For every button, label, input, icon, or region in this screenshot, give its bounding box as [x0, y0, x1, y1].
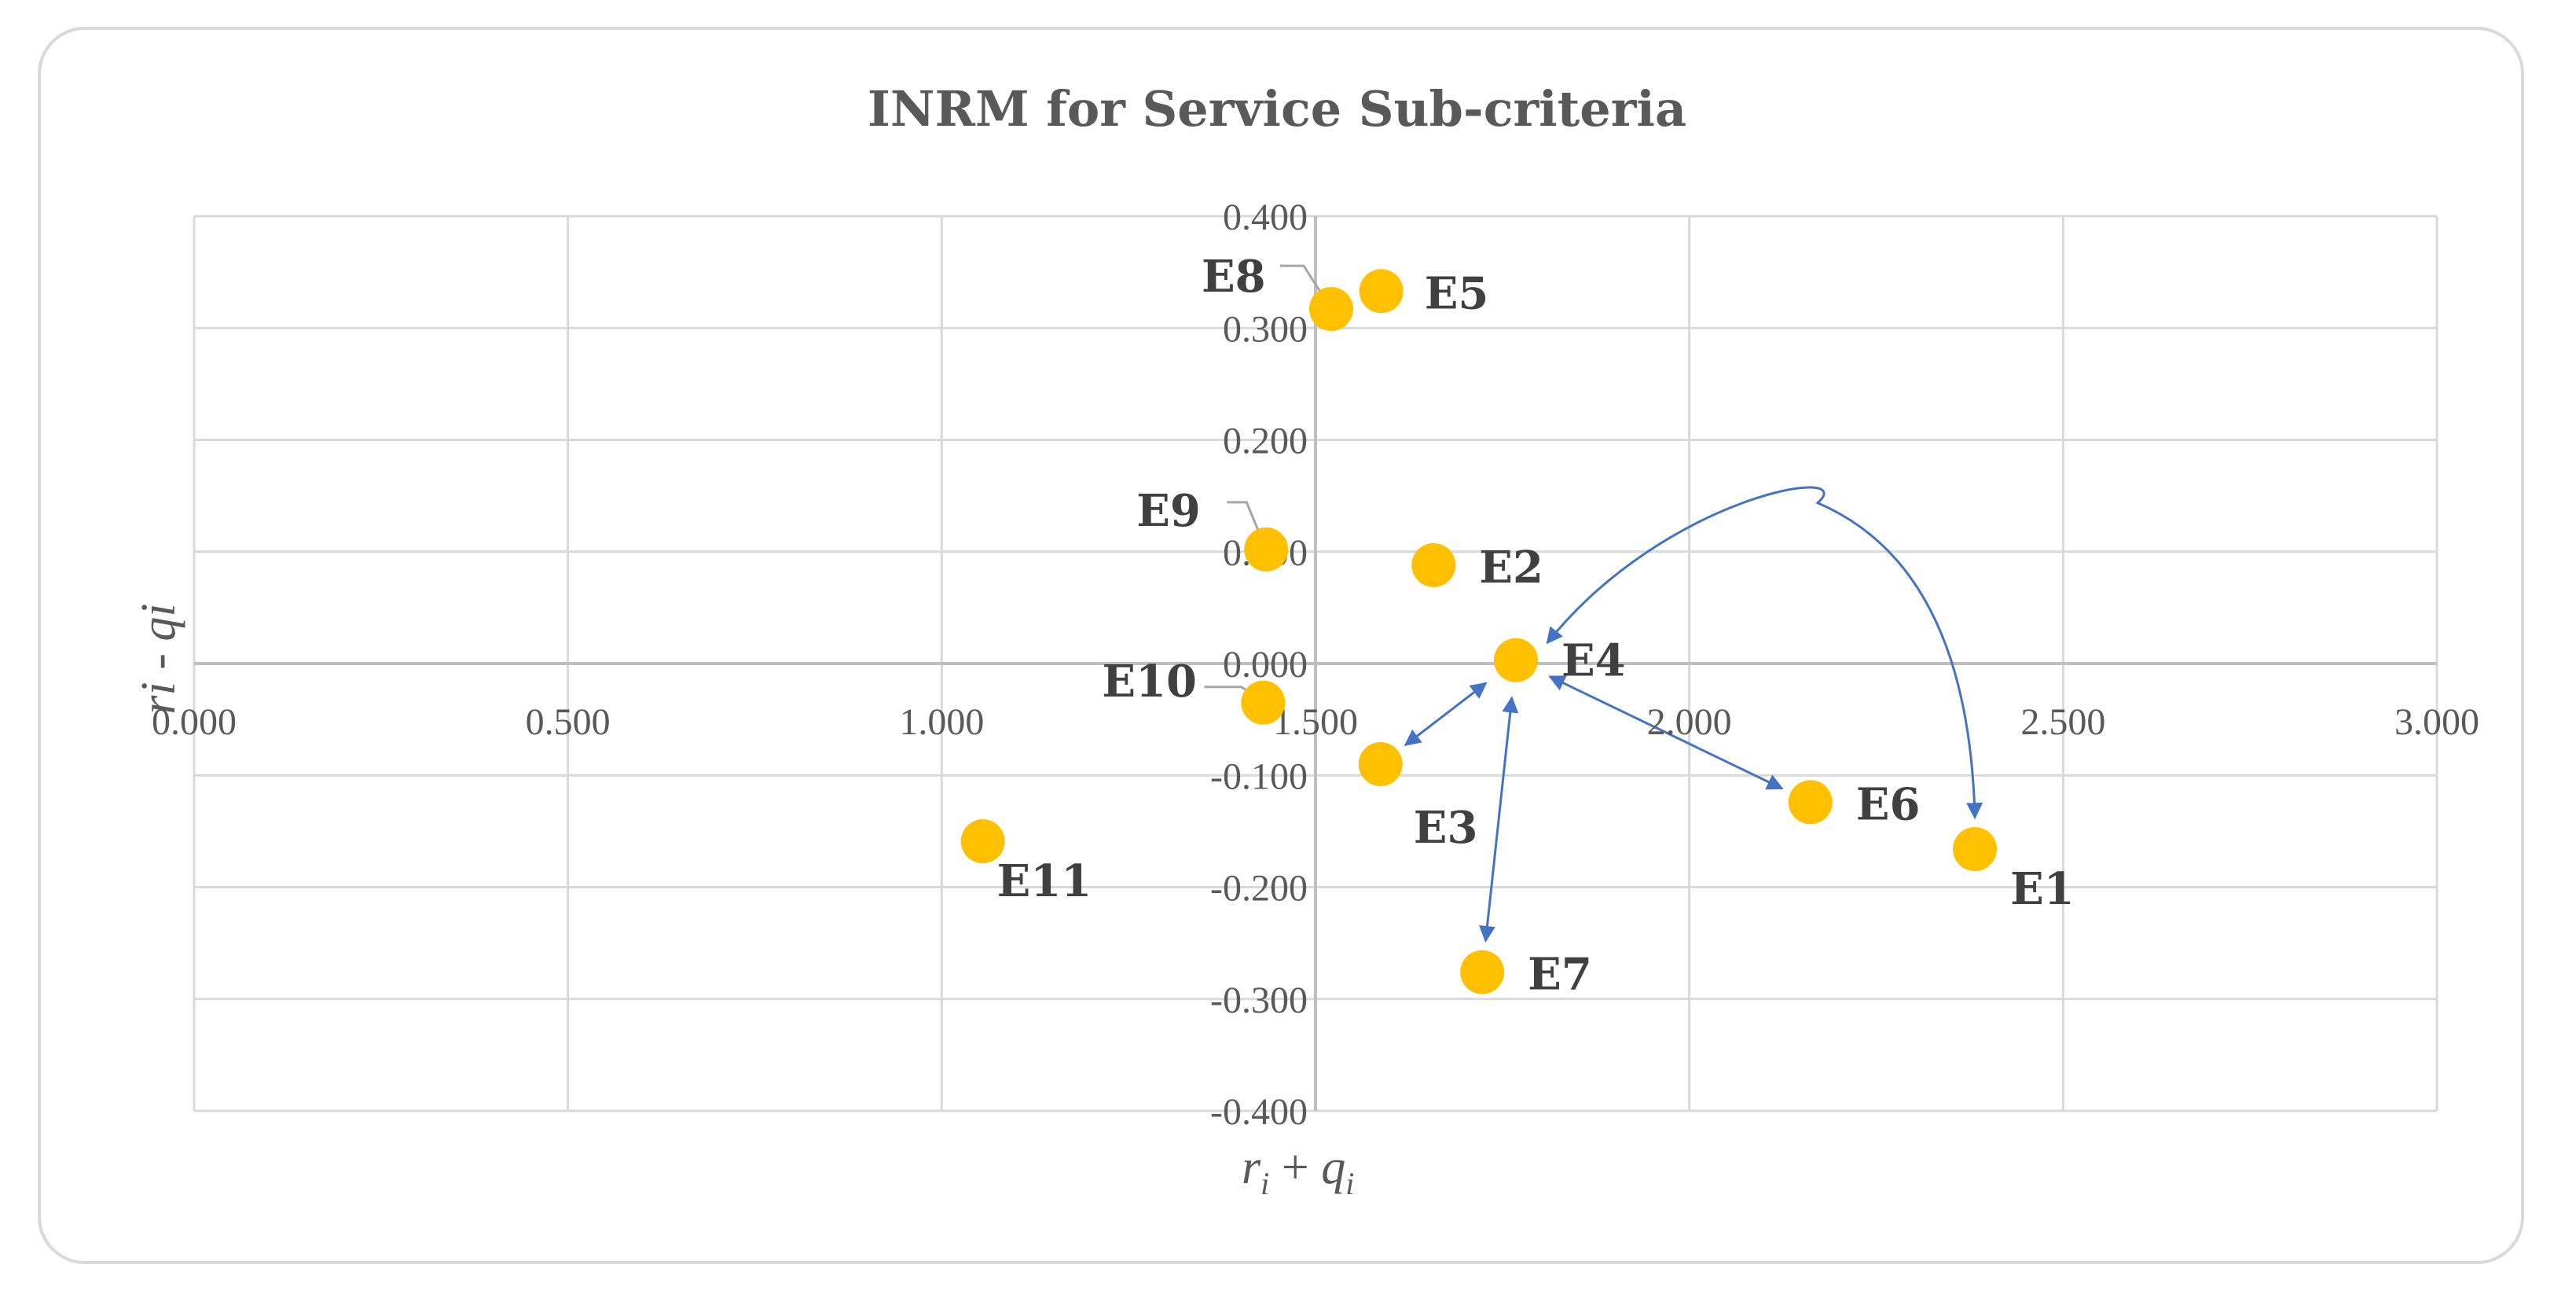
x-tick-labels: 0.000 0.500 1.000 1.500 2.000 2.500 3.000 — [152, 701, 2479, 743]
relation-arrows — [1404, 486, 1983, 943]
y-tick-label: -0.300 — [1210, 980, 1308, 1021]
point-e11 — [960, 819, 1005, 864]
y-tick-label: 0.000 — [1223, 644, 1308, 686]
y-tick-labels: -0.400-0.300-0.200-0.1000.0000.1000.2000… — [1210, 197, 1308, 1133]
point-label-e4: E4 — [1561, 635, 1626, 687]
x-axis-title-plus: + — [1269, 1141, 1321, 1194]
x-tick-label: 1.500 — [1273, 701, 1358, 743]
y-tick-label: -0.400 — [1210, 1091, 1308, 1133]
y-tick-label: 0.300 — [1223, 308, 1308, 350]
point-label-e9: E9 — [1136, 485, 1201, 537]
point-e8 — [1308, 287, 1353, 332]
point-label-e1: E1 — [2010, 863, 2075, 915]
chart-frame — [38, 27, 2524, 1264]
point-e6 — [1788, 780, 1833, 825]
y-tick-label: 0.400 — [1223, 197, 1308, 238]
point-label-e2: E2 — [1479, 542, 1543, 594]
point-e1 — [1953, 827, 1998, 872]
x-axis-title-r-sub: i — [1260, 1166, 1269, 1201]
x-tick-label: 0.000 — [152, 701, 237, 743]
x-tick-label: 1.000 — [899, 701, 984, 743]
point-label-e10: E10 — [1102, 656, 1197, 708]
point-e10 — [1241, 680, 1286, 725]
point-label-e8: E8 — [1202, 251, 1266, 303]
point-labels: E1 E2 E3 E4 E5 E6 E7 E8 E9 E10 E11 — [997, 251, 2075, 1001]
x-axis-title: ri + qi — [1242, 1141, 1354, 1201]
x-tick-label: 2.500 — [2020, 701, 2105, 743]
x-tick-label: 0.500 — [526, 701, 611, 743]
point-label-e5: E5 — [1425, 267, 1489, 319]
x-tick-label: 2.000 — [1647, 701, 1732, 743]
point-label-e7: E7 — [1528, 949, 1592, 1001]
y-axis-title: ri - qi — [132, 603, 185, 714]
point-label-e3: E3 — [1414, 802, 1478, 854]
point-label-e6: E6 — [1856, 778, 1921, 830]
x-axis-title-r: r — [1242, 1141, 1261, 1194]
y-tick-label: -0.100 — [1210, 755, 1308, 797]
chart-title: INRM for Service Sub-criteria — [868, 80, 1686, 138]
y-tick-label: -0.200 — [1210, 868, 1308, 910]
point-e4 — [1493, 638, 1538, 682]
point-label-e11: E11 — [997, 855, 1092, 907]
point-e9 — [1244, 527, 1289, 572]
point-e7 — [1460, 950, 1505, 994]
x-axis-title-q-sub: i — [1345, 1166, 1354, 1201]
point-e2 — [1411, 542, 1456, 587]
x-axis-title-q: q — [1321, 1141, 1345, 1194]
arrow-e4-e6 — [1548, 675, 1784, 790]
point-e3 — [1358, 742, 1403, 787]
arrow-e4-e3 — [1404, 682, 1488, 746]
x-tick-label: 3.000 — [2394, 701, 2479, 743]
y-tick-label: 0.200 — [1223, 421, 1308, 462]
arrow-e4-e1 — [1546, 486, 1983, 820]
point-e5 — [1359, 269, 1404, 314]
arrow-e4-e7 — [1479, 696, 1519, 943]
data-points — [960, 269, 1998, 994]
axes — [194, 216, 2437, 1111]
